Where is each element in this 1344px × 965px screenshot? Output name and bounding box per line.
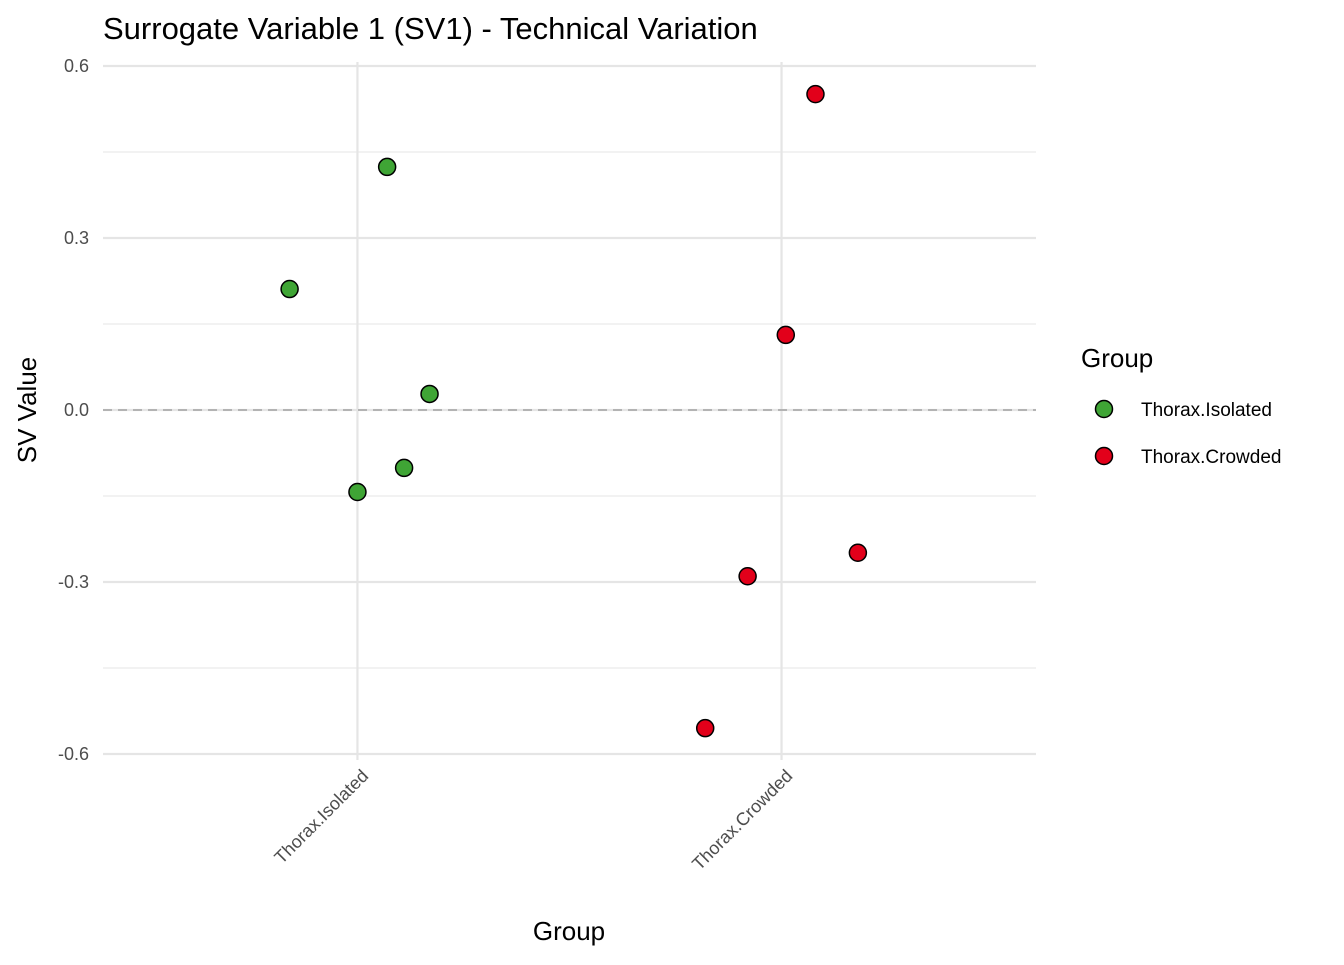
x-tick-label: Thorax.Crowded: [688, 766, 796, 874]
legend-key: [1094, 399, 1114, 419]
data-point: [394, 458, 414, 478]
legend-label: Thorax.Isolated: [1141, 400, 1272, 421]
data-point: [776, 325, 796, 345]
grid: [103, 62, 1036, 760]
x-tick-label: Thorax.Isolated: [270, 766, 372, 868]
data-point: [348, 482, 367, 502]
y-axis-label: SV Value: [12, 357, 42, 463]
data-point: [420, 384, 439, 404]
data-points: [280, 84, 868, 738]
y-tick-label: 0.3: [64, 228, 89, 248]
y-tick-label: -0.3: [58, 572, 89, 592]
data-point: [806, 84, 825, 104]
data-point: [738, 567, 757, 586]
data-point: [848, 543, 868, 563]
legend-key: [1094, 446, 1114, 466]
tick-labels: 0.6 0.3 0.0 -0.3 -0.6 Thorax.Isolated Thorax.C…: [58, 56, 796, 874]
y-tick-label: -0.6: [58, 744, 89, 764]
data-point: [377, 157, 397, 177]
data-point: [280, 279, 299, 299]
data-point: [695, 718, 715, 738]
legend: Group Thorax.Isolated Thorax.Crowded: [1081, 343, 1281, 468]
y-tick-label: 0.6: [64, 56, 89, 76]
chart-title: Surrogate Variable 1 (SV1) - Technical V…: [103, 11, 758, 46]
x-axis-label: Group: [533, 916, 605, 946]
y-tick-label: 0.0: [64, 400, 89, 420]
legend-label: Thorax.Crowded: [1141, 447, 1281, 468]
legend-title: Group: [1081, 343, 1153, 373]
